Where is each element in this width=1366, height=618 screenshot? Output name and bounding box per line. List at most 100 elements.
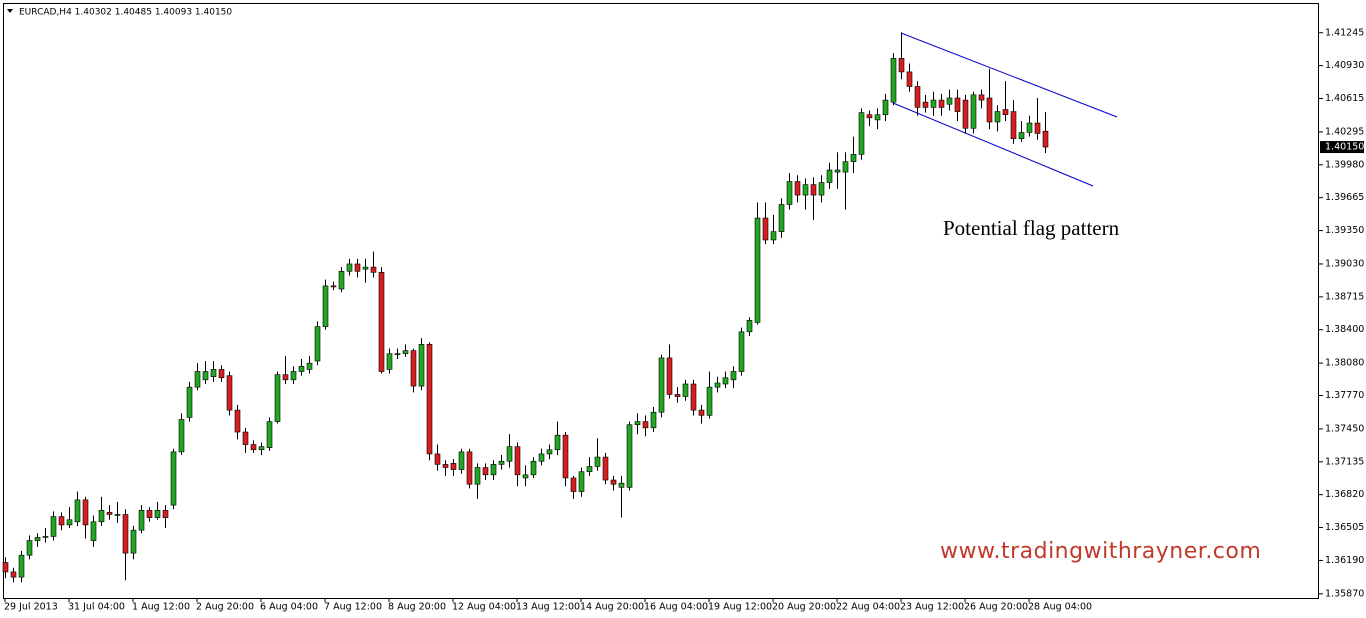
candle-up: [554, 434, 561, 451]
candle-down: [162, 510, 169, 518]
candle-down: [1034, 122, 1041, 134]
candle-up: [266, 421, 273, 448]
candle-up: [490, 464, 497, 476]
candle-down: [122, 514, 129, 554]
annotation: Potential flag pattern: [943, 216, 1120, 240]
candle-down: [954, 97, 961, 112]
y-tick-label: 1.35870: [1325, 588, 1364, 599]
candle-down: [866, 114, 873, 119]
candle-down: [426, 344, 433, 455]
candle-up: [650, 411, 657, 429]
x-tick-label: 29 Jul 2013: [4, 602, 58, 613]
candle-up: [154, 510, 161, 518]
candle-up: [306, 362, 313, 370]
candle-up: [530, 460, 537, 476]
candle-up: [402, 350, 409, 355]
plot-frame: [3, 3, 1319, 599]
candle-up: [626, 424, 633, 488]
candle-up: [850, 154, 857, 162]
x-tick-label: 14 Aug 20:00: [580, 602, 644, 613]
candle-up: [770, 231, 777, 241]
y-tick-label: 1.37135: [1325, 456, 1364, 467]
candle-up: [586, 466, 593, 472]
candle-up: [930, 99, 937, 108]
candle-up: [42, 536, 49, 538]
candle-down: [898, 58, 905, 73]
candle-up: [634, 421, 641, 426]
candle-down: [82, 499, 89, 526]
watermark: www.tradingwithrayner.com: [940, 539, 1261, 564]
candle-up: [98, 510, 105, 523]
candle-up: [362, 266, 369, 270]
candle-down: [810, 184, 817, 196]
candle-down: [234, 409, 241, 433]
candle-up: [618, 482, 625, 488]
candle-up: [882, 99, 889, 115]
candles: [2, 32, 1049, 583]
candle-down: [378, 272, 385, 372]
candle-down: [570, 477, 577, 492]
candle-up: [74, 499, 81, 523]
candle-up: [834, 169, 841, 173]
y-tick-label: 1.39350: [1325, 225, 1364, 236]
candle-up: [274, 374, 281, 422]
candle-down: [282, 374, 289, 381]
candle-up: [474, 467, 481, 485]
candle-up: [194, 371, 201, 388]
candle-down: [674, 394, 681, 397]
candle-up: [178, 419, 185, 453]
candle-up: [26, 540, 33, 556]
candle-up: [658, 357, 665, 413]
x-tick-label: 26 Aug 20:00: [964, 602, 1028, 613]
candle-up: [546, 449, 553, 455]
menu-triangle: [7, 9, 13, 13]
candle-up: [66, 519, 73, 526]
candle-down: [602, 456, 609, 481]
candle-down: [450, 463, 457, 470]
candle-down: [762, 217, 769, 241]
candle-down: [514, 446, 521, 476]
candle-down: [666, 357, 673, 395]
y-tick-label: 1.36820: [1325, 489, 1364, 500]
channel-upper: [900, 32, 1118, 118]
candle-down: [242, 431, 249, 445]
y-tick-label: 1.36505: [1325, 522, 1364, 533]
candle-down: [1002, 109, 1009, 115]
candle-down: [146, 510, 153, 518]
candle-down: [690, 383, 697, 411]
candle-up: [818, 182, 825, 196]
candle-up: [170, 451, 177, 506]
candle-up: [114, 514, 121, 516]
y-tick-label: 1.41245: [1325, 27, 1364, 38]
candle-up: [786, 181, 793, 205]
candle-up: [706, 386, 713, 416]
candle-up: [578, 471, 585, 492]
candle-up: [322, 285, 329, 327]
candle-up: [682, 383, 689, 397]
candle-up: [346, 263, 353, 272]
x-tick-label: 8 Aug 20:00: [388, 602, 446, 613]
candle-up: [506, 446, 513, 462]
candle-up: [842, 161, 849, 173]
candle-up: [394, 353, 401, 356]
candle-up: [746, 320, 753, 333]
candle-up: [210, 369, 217, 378]
last-price-label: 1.40150: [1325, 142, 1364, 153]
x-tick-label: 12 Aug 04:00: [452, 602, 516, 613]
y-tick-label: 1.37770: [1325, 390, 1364, 401]
candle-up: [90, 521, 97, 541]
candle-up: [1018, 132, 1025, 140]
candle-down: [482, 467, 489, 476]
candle-up: [314, 326, 321, 362]
y-tick-label: 1.39030: [1325, 258, 1364, 269]
candle-up: [50, 516, 57, 537]
candle-down: [938, 99, 945, 108]
y-tick-label: 1.36190: [1325, 555, 1364, 566]
candle-down: [106, 512, 113, 515]
candle-up: [34, 537, 41, 541]
y-tick-label: 1.38080: [1325, 358, 1364, 369]
candle-up: [498, 460, 505, 465]
last-price-box: [1320, 141, 1364, 154]
y-tick-label: 1.40930: [1325, 60, 1364, 71]
